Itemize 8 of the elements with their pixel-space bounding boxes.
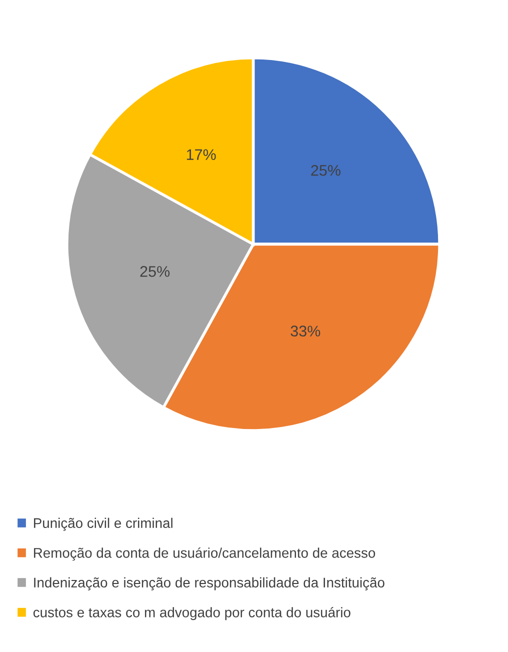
data-label: 17% [186, 149, 216, 160]
legend-label: Indenização e isenção de responsabilidade da Instituição [34, 577, 384, 590]
legend-label: custos e taxas co m advogado por conta do usuário [33, 606, 350, 620]
data-label: 33% [290, 326, 320, 336]
legend-label: Punição civil e criminal [34, 518, 172, 531]
legend-label: Remoção da conta de usuário/cancelamento de acesso [34, 547, 376, 561]
data-label: 25% [140, 266, 170, 277]
data-label: 25% [311, 164, 340, 176]
